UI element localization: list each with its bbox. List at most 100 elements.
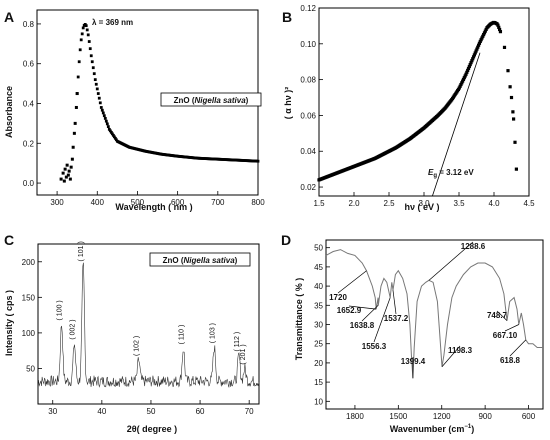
panel-c-xtick-label: 30 — [48, 407, 57, 416]
panel-a-legend-text: ZnO (Nigella sativa) — [174, 96, 249, 105]
panel-b-bandgap-value: = 3.12 eV — [437, 168, 474, 177]
panel-d-ytick-label: 50 — [314, 244, 323, 253]
panel-a-data-point — [78, 48, 82, 52]
panel-a-data-point — [91, 66, 95, 70]
panel-d-annotation-leader — [504, 324, 519, 332]
panel-a-xtick-label: 500 — [131, 198, 145, 207]
panel-d-annotation-leader — [496, 310, 508, 321]
panel-c-xrd-line — [37, 262, 260, 388]
panel-a-xtick-label: 300 — [50, 198, 64, 207]
panel-b-data-point — [461, 79, 465, 83]
panel-c-peak-label: ( 110 ) — [178, 325, 185, 345]
panel-a-data-point — [108, 129, 112, 133]
panel-a-data-point — [92, 72, 96, 76]
panel-c-ytick-label: 150 — [22, 293, 36, 302]
panel-d-annotation-leader — [348, 305, 377, 310]
panel-a-data-point — [114, 138, 118, 142]
panel-d-peak-label: 1638.8 — [350, 321, 375, 330]
panel-d-peak-label: 1288.6 — [461, 242, 486, 251]
panel-a-peak-annotation: λ = 369 nm — [92, 18, 133, 27]
panel-a-data-point — [79, 38, 83, 42]
panel-b-data-point — [466, 66, 471, 71]
panel-b-data-point — [480, 36, 484, 40]
panel-d: D Transmittance ( % ) Wavenumber (cm−1) … — [281, 232, 544, 434]
panel-b-data-point — [483, 29, 487, 33]
panel-a-data-point — [89, 54, 93, 58]
panel-letter-b: B — [282, 9, 292, 25]
panel-c-peak-label: ( 101 ) — [78, 241, 85, 261]
panel-a-data-point — [76, 75, 80, 79]
panel-b-data-point — [467, 64, 471, 69]
panel-b-data-point — [498, 30, 503, 34]
panel-c-xtick-label: 70 — [245, 407, 254, 416]
panel-d-ftir-line — [325, 249, 543, 379]
panel-c-peak-label: ( 201 ) — [240, 344, 247, 364]
panel-d-peak-label: 1198.3 — [448, 346, 473, 355]
panel-b-plot-area: 1.5 2.0 2.5 3.0 3.5 4.0 4.5 0.02 0.04 0.06 0.08 0.1… — [300, 4, 535, 208]
panel-a-data-point — [80, 32, 84, 36]
panel-d-ytick-label: 40 — [314, 282, 323, 291]
panel-b-xlabel: hν ( eV ) — [404, 202, 439, 212]
panel-letter-a: A — [4, 9, 14, 25]
panel-a-data-point — [102, 114, 106, 118]
panel-a: A Absorbance Wavelength ( nm ) 300 400 500… — [4, 9, 265, 212]
panel-a-data-point — [100, 108, 104, 112]
panel-letter-d: D — [281, 232, 291, 248]
panel-b-data-point — [468, 62, 472, 67]
panel-b-xtick-label: 3.5 — [453, 199, 465, 208]
panel-a-xtick-label: 700 — [211, 198, 225, 207]
panel-b-data-point — [465, 70, 469, 74]
panel-b-data-point — [478, 39, 482, 44]
panel-d-peak-label: 1720 — [329, 293, 347, 302]
panel-b-data-point — [497, 25, 501, 29]
panel-c-axes-frame — [37, 243, 260, 405]
panel-b-ytick-label: 0.06 — [300, 111, 316, 120]
panel-b-data-point — [482, 32, 486, 37]
panel-a-ytick-label: 0.2 — [23, 139, 35, 148]
panel-d-xtick-label: 1200 — [433, 412, 451, 421]
panel-d-ytick-label: 20 — [314, 359, 323, 368]
panel-b-data-point — [512, 117, 516, 121]
panel-b-xtick-label: 2.5 — [383, 199, 395, 208]
panel-b-data-point — [477, 41, 482, 45]
panel-a-data-point — [77, 60, 81, 64]
panel-a-data-point — [104, 119, 108, 123]
panel-c-peak-label: ( 102 ) — [134, 336, 141, 356]
panel-a-legend-suffix: ) — [246, 96, 249, 105]
panel-b-data-point — [459, 82, 463, 87]
panel-a-data-point — [107, 127, 111, 131]
panel-c-xtick-label: 50 — [147, 407, 156, 416]
panel-d-ytick-label: 35 — [314, 301, 323, 310]
panel-c-legend-italic: Nigella sativa — [184, 256, 236, 265]
panel-d-xtick-label: 1800 — [346, 412, 364, 421]
panel-b-data-point — [464, 72, 468, 76]
panel-a-data-point — [96, 92, 100, 95]
panel-b-data-point — [496, 23, 500, 27]
panel-c-ytick-label: 50 — [26, 364, 35, 373]
panel-a-data-point — [68, 177, 72, 181]
panel-d-ytick-label: 30 — [314, 321, 323, 330]
panel-c-legend-text: ZnO (Nigella sativa) — [163, 256, 238, 265]
panel-c-peak-label: ( 002 ) — [69, 319, 76, 339]
panel-b-data-point — [502, 45, 507, 49]
panel-b-xtick-label: 2.0 — [348, 199, 360, 208]
panel-c-ylabel: Intensity ( cps ) — [4, 290, 14, 356]
panel-b-xtick-label: 3.0 — [418, 199, 430, 208]
panel-a-data-point — [66, 173, 70, 177]
panel-b-xtick-label: 4.0 — [488, 199, 500, 208]
panel-a-data-point — [73, 121, 77, 125]
panel-a-xtick-label: 600 — [171, 198, 185, 207]
panel-a-data-point — [72, 131, 76, 135]
panel-c-plot-area: 30 40 50 60 70 50 100 150 200 ( 100 ) ( 002 ) ( 101… — [22, 241, 260, 416]
panel-a-legend-prefix: ZnO ( — [174, 96, 195, 105]
panel-b-data-point — [471, 57, 475, 61]
panel-b: B ( α hν )² hν ( eV ) 1.5 2.0 2.5 3.0 3.5 4.0… — [282, 4, 535, 212]
panel-d-ylabel: Transmittance ( % ) — [294, 278, 304, 361]
panel-a-data-point — [65, 163, 69, 167]
panel-d-annotation-leader — [373, 297, 391, 343]
panel-d-ytick-label: 15 — [314, 378, 323, 387]
panel-a-xtick-label: 800 — [251, 198, 265, 207]
panel-a-legend-frame — [160, 92, 262, 107]
panel-b-data-point — [460, 81, 464, 85]
panel-a-data-point — [103, 117, 107, 120]
